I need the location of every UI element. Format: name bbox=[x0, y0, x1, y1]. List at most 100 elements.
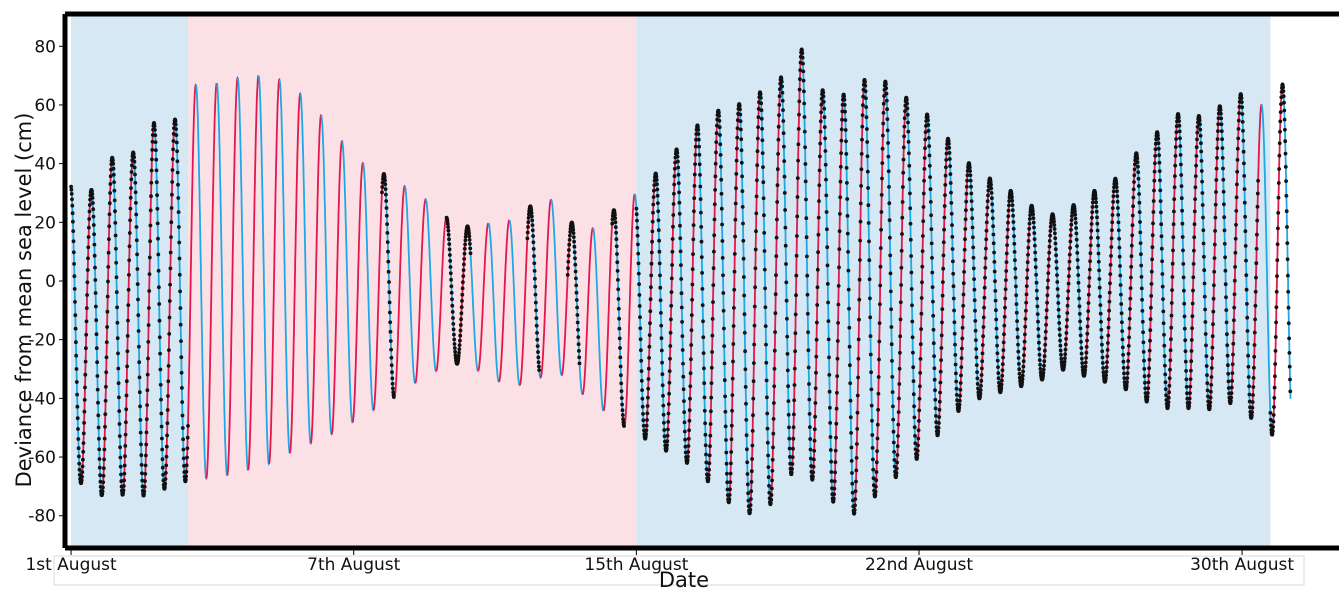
observation-point-1164 bbox=[796, 126, 801, 131]
observation-point-588 bbox=[610, 221, 615, 226]
observation-point-1319 bbox=[843, 128, 848, 132]
observation-point-1132 bbox=[787, 425, 791, 430]
observation-point-2166 bbox=[1100, 349, 1105, 354]
observation-point-583 bbox=[576, 335, 581, 339]
observation-point-851 bbox=[702, 366, 706, 371]
observation-point-322 bbox=[166, 379, 171, 384]
observation-point-951 bbox=[732, 287, 737, 292]
observation-point-127 bbox=[107, 224, 112, 229]
observation-point-1811 bbox=[992, 269, 997, 274]
observation-point-525 bbox=[530, 223, 535, 228]
observation-point-1398 bbox=[867, 277, 872, 282]
observation-point-900 bbox=[716, 110, 721, 115]
observation-point-1646 bbox=[942, 204, 947, 208]
observation-point-2492 bbox=[1199, 141, 1203, 146]
observation-point-1583 bbox=[923, 130, 928, 135]
observation-point-2113 bbox=[1084, 356, 1088, 360]
observation-point-703 bbox=[657, 238, 661, 243]
observation-point-296 bbox=[158, 367, 163, 372]
observation-point-2158 bbox=[1097, 285, 1102, 290]
observation-point-2701 bbox=[1274, 320, 1278, 325]
observation-point-859 bbox=[704, 460, 709, 465]
observation-point-2163 bbox=[1099, 327, 1104, 332]
observation-point-235 bbox=[140, 471, 144, 476]
observation-point-2066 bbox=[1070, 214, 1074, 218]
observation-point-2191 bbox=[1107, 290, 1112, 295]
observation-point-112 bbox=[102, 436, 107, 441]
observation-point-622 bbox=[620, 408, 625, 413]
observation-point-292 bbox=[157, 302, 162, 306]
observation-point-2188 bbox=[1106, 317, 1111, 322]
observation-point-1091 bbox=[774, 235, 779, 240]
observation-point-1596 bbox=[927, 153, 932, 158]
observation-point-2239 bbox=[1122, 376, 1127, 381]
observation-point-1272 bbox=[829, 470, 834, 474]
observation-point-2565 bbox=[1221, 166, 1225, 171]
observation-point-215 bbox=[134, 201, 138, 205]
observation-point-2147 bbox=[1094, 204, 1099, 209]
observation-point-1113 bbox=[781, 119, 786, 123]
observation-point-1704 bbox=[960, 336, 965, 341]
observation-point-1662 bbox=[947, 151, 952, 155]
observation-point-1582 bbox=[923, 137, 928, 142]
observation-point-1185 bbox=[803, 145, 807, 150]
observation-point-1556 bbox=[915, 453, 920, 457]
observation-point-1917 bbox=[1024, 284, 1029, 288]
observation-point-2094 bbox=[1078, 326, 1083, 331]
observation-point-702 bbox=[656, 228, 661, 233]
observation-point-62 bbox=[87, 209, 92, 214]
observation-point-2372 bbox=[1162, 354, 1167, 358]
observation-point-1604 bbox=[930, 256, 934, 260]
observation-point-1804 bbox=[990, 209, 995, 213]
observation-point-1442 bbox=[881, 133, 885, 138]
observation-point-234 bbox=[139, 463, 144, 467]
observation-point-2180 bbox=[1104, 369, 1109, 374]
observation-point-2195 bbox=[1109, 254, 1113, 258]
observation-point-2592 bbox=[1229, 395, 1234, 400]
observation-point-1813 bbox=[993, 289, 998, 293]
observation-point-854 bbox=[702, 408, 707, 413]
observation-point-2183 bbox=[1105, 354, 1110, 359]
observation-point-651 bbox=[641, 418, 646, 423]
observation-point-1910 bbox=[1022, 339, 1027, 344]
observation-point-432 bbox=[445, 222, 450, 226]
observation-point-2595 bbox=[1230, 379, 1234, 383]
observation-point-970 bbox=[738, 107, 742, 112]
observation-point-608 bbox=[616, 287, 621, 292]
observation-point-2366 bbox=[1160, 284, 1165, 289]
observation-point-184 bbox=[124, 393, 129, 398]
observation-point-2301 bbox=[1141, 330, 1145, 335]
observation-point-846 bbox=[700, 287, 705, 291]
observation-point-1424 bbox=[875, 436, 880, 441]
observation-point-1188 bbox=[804, 197, 808, 202]
observation-point-420 bbox=[389, 363, 394, 368]
observation-point-2193 bbox=[1108, 272, 1113, 276]
observation-point-382 bbox=[184, 469, 189, 474]
observation-point-1075 bbox=[769, 486, 774, 491]
observation-point-1476 bbox=[891, 417, 896, 422]
observation-point-891 bbox=[714, 150, 718, 155]
observation-point-2096 bbox=[1079, 340, 1083, 344]
observation-point-1364 bbox=[857, 297, 862, 302]
observation-point-1192 bbox=[805, 273, 810, 278]
observation-point-2438 bbox=[1182, 314, 1187, 319]
observation-point-1351 bbox=[853, 497, 858, 501]
observation-point-2670 bbox=[1252, 330, 1257, 335]
observation-point-2296 bbox=[1139, 275, 1144, 279]
observation-point-981 bbox=[741, 238, 746, 243]
shaded-periods bbox=[71, 14, 1271, 548]
observation-point-123 bbox=[106, 279, 110, 284]
observation-point-680 bbox=[650, 239, 654, 244]
observation-point-2637 bbox=[1242, 200, 1247, 205]
observation-point-1665 bbox=[948, 172, 953, 177]
observation-point-437 bbox=[447, 242, 452, 247]
observation-point-2254 bbox=[1126, 344, 1131, 348]
observation-point-1510 bbox=[901, 157, 906, 162]
observation-point-1994 bbox=[1048, 233, 1052, 238]
observation-point-488 bbox=[462, 246, 467, 251]
observation-point-2064 bbox=[1069, 222, 1074, 227]
observation-point-1679 bbox=[952, 331, 957, 336]
observation-point-359 bbox=[177, 256, 182, 261]
observation-point-695 bbox=[654, 178, 659, 182]
observation-point-1480 bbox=[892, 458, 897, 462]
